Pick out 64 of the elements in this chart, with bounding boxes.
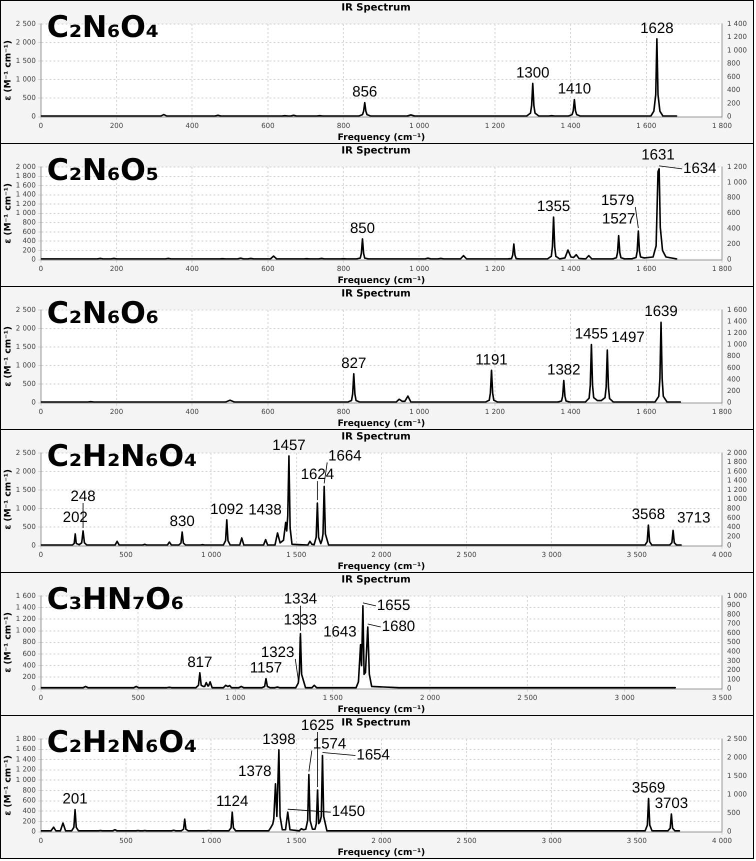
annotation: 1625 xyxy=(300,717,334,734)
annotation: 248 xyxy=(70,488,96,505)
annotation: 1579 xyxy=(600,192,634,210)
x-axis-title: Frequency (cm⁻¹) xyxy=(338,418,426,429)
annotation: 850 xyxy=(350,220,375,237)
annotation: 1455 xyxy=(574,326,608,343)
annotation: 1378 xyxy=(238,762,272,780)
annotation: C₂H₂N₆O₄ xyxy=(46,724,198,760)
annotation: 1457 xyxy=(272,436,306,454)
annotation: C₃HN₇O₆ xyxy=(46,582,184,617)
annotation: 1634 xyxy=(683,160,717,177)
chart-title: IR Spectrum xyxy=(341,574,411,586)
y-axis-title: ε (M⁻¹ cm⁻¹) xyxy=(4,755,14,816)
y-axis-title: ε (M⁻¹ cm⁻¹) xyxy=(4,326,14,387)
annotation: C₂H₂N₆O₄ xyxy=(46,438,198,474)
annotation: C₂N₆O₄ xyxy=(46,10,159,45)
annotation: 3713 xyxy=(677,509,710,526)
annotation: 1631 xyxy=(641,146,675,164)
annotation: 1639 xyxy=(644,303,678,320)
x-axis-title: Frequency (cm⁻¹) xyxy=(338,562,426,572)
annotation: C₂N₆O₅ xyxy=(46,152,159,188)
chart-title: IR Spectrum xyxy=(341,718,411,729)
x-axis-title: Frequency (cm⁻¹) xyxy=(338,276,426,286)
annotation: 1527 xyxy=(602,210,636,228)
annotation: 1664 xyxy=(328,447,362,464)
annotation: 1323 xyxy=(260,644,294,661)
annotation: 3569 xyxy=(632,780,666,797)
annotation: 1382 xyxy=(547,362,580,379)
annotation: 1655 xyxy=(376,596,410,614)
annotation: 1654 xyxy=(356,746,390,764)
x-axis-title: Frequency (cm⁻¹) xyxy=(338,704,426,715)
annotation: 1334 xyxy=(284,590,318,608)
chart-title: IR Spectrum xyxy=(341,288,411,300)
annotation: 1450 xyxy=(332,803,366,820)
chart-title: IR Spectrum xyxy=(341,146,411,157)
annotation: 817 xyxy=(187,654,212,671)
annotation: 1680 xyxy=(382,618,416,636)
annotation: 827 xyxy=(341,354,366,372)
annotation: 830 xyxy=(170,513,195,530)
annotation: 1300 xyxy=(516,64,550,82)
chart-title: IR Spectrum xyxy=(341,432,411,443)
annotation: 1092 xyxy=(210,500,244,518)
y-axis-title: ε (M⁻¹ cm⁻¹) xyxy=(4,469,14,530)
annotation: 1497 xyxy=(611,329,645,346)
annotation: 3568 xyxy=(632,506,666,524)
y-axis-title: ε (M⁻¹ cm⁻¹) xyxy=(4,40,14,101)
annotation: 1628 xyxy=(640,20,674,37)
annotation: 1410 xyxy=(558,80,592,98)
y-axis-title: ε (M⁻¹ cm⁻¹) xyxy=(4,612,14,673)
annotation: 201 xyxy=(62,790,88,808)
annotation: 1355 xyxy=(536,198,570,216)
annotation: 1191 xyxy=(475,351,508,368)
annotation: 1643 xyxy=(323,624,357,641)
x-axis-title: Frequency (cm⁻¹) xyxy=(338,848,426,858)
y-axis-title: ε (M⁻¹ cm⁻¹) xyxy=(4,183,14,244)
annotation: 1438 xyxy=(248,501,282,518)
annotation: 856 xyxy=(352,84,378,101)
chart-title: IR Spectrum xyxy=(341,2,411,14)
annotation: 1398 xyxy=(262,730,296,748)
annotation: 3703 xyxy=(654,795,688,812)
annotation: 1124 xyxy=(216,793,248,810)
annotation: C₂N₆O₆ xyxy=(46,296,159,331)
annotation: 1157 xyxy=(250,660,282,677)
x-axis-title: Frequency (cm⁻¹) xyxy=(338,132,426,143)
